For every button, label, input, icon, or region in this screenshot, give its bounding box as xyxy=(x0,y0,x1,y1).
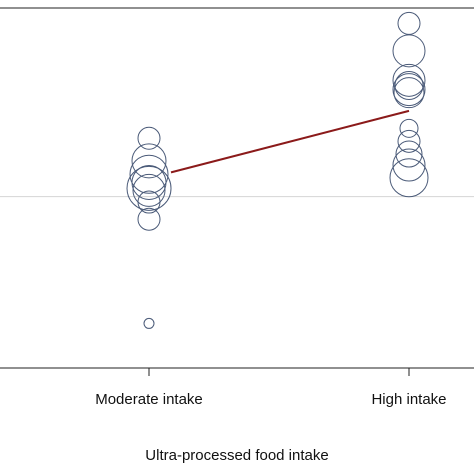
x-axis-label: Ultra-processed food intake xyxy=(145,447,328,464)
data-point-6 xyxy=(137,190,161,214)
data-point-19 xyxy=(389,158,429,198)
data-point-2 xyxy=(129,154,169,194)
x-tick-labels: Moderate intake High intake xyxy=(95,391,446,408)
data-point-0 xyxy=(137,126,161,150)
data-point-12 xyxy=(394,70,424,100)
data-point-13 xyxy=(392,73,426,107)
plot-frame xyxy=(0,7,474,369)
data-point-1 xyxy=(131,143,167,179)
data-point-17 xyxy=(395,140,423,168)
trend-line xyxy=(170,109,410,174)
data-point-11 xyxy=(392,63,426,97)
data-point-9 xyxy=(397,11,421,35)
data-points xyxy=(126,11,429,329)
data-point-14 xyxy=(393,77,425,109)
data-point-4 xyxy=(126,165,172,211)
data-point-18 xyxy=(392,148,426,182)
data-point-10 xyxy=(392,34,426,68)
data-point-5 xyxy=(132,173,166,207)
x-axis-ticks xyxy=(148,368,410,376)
data-point-3 xyxy=(131,165,167,201)
data-point-15 xyxy=(399,118,419,138)
data-point-8 xyxy=(143,317,155,329)
data-point-16 xyxy=(397,129,421,153)
x-tick-label-1: High intake xyxy=(371,391,446,408)
data-point-7 xyxy=(137,207,161,231)
x-tick-label-0: Moderate intake xyxy=(95,391,203,408)
